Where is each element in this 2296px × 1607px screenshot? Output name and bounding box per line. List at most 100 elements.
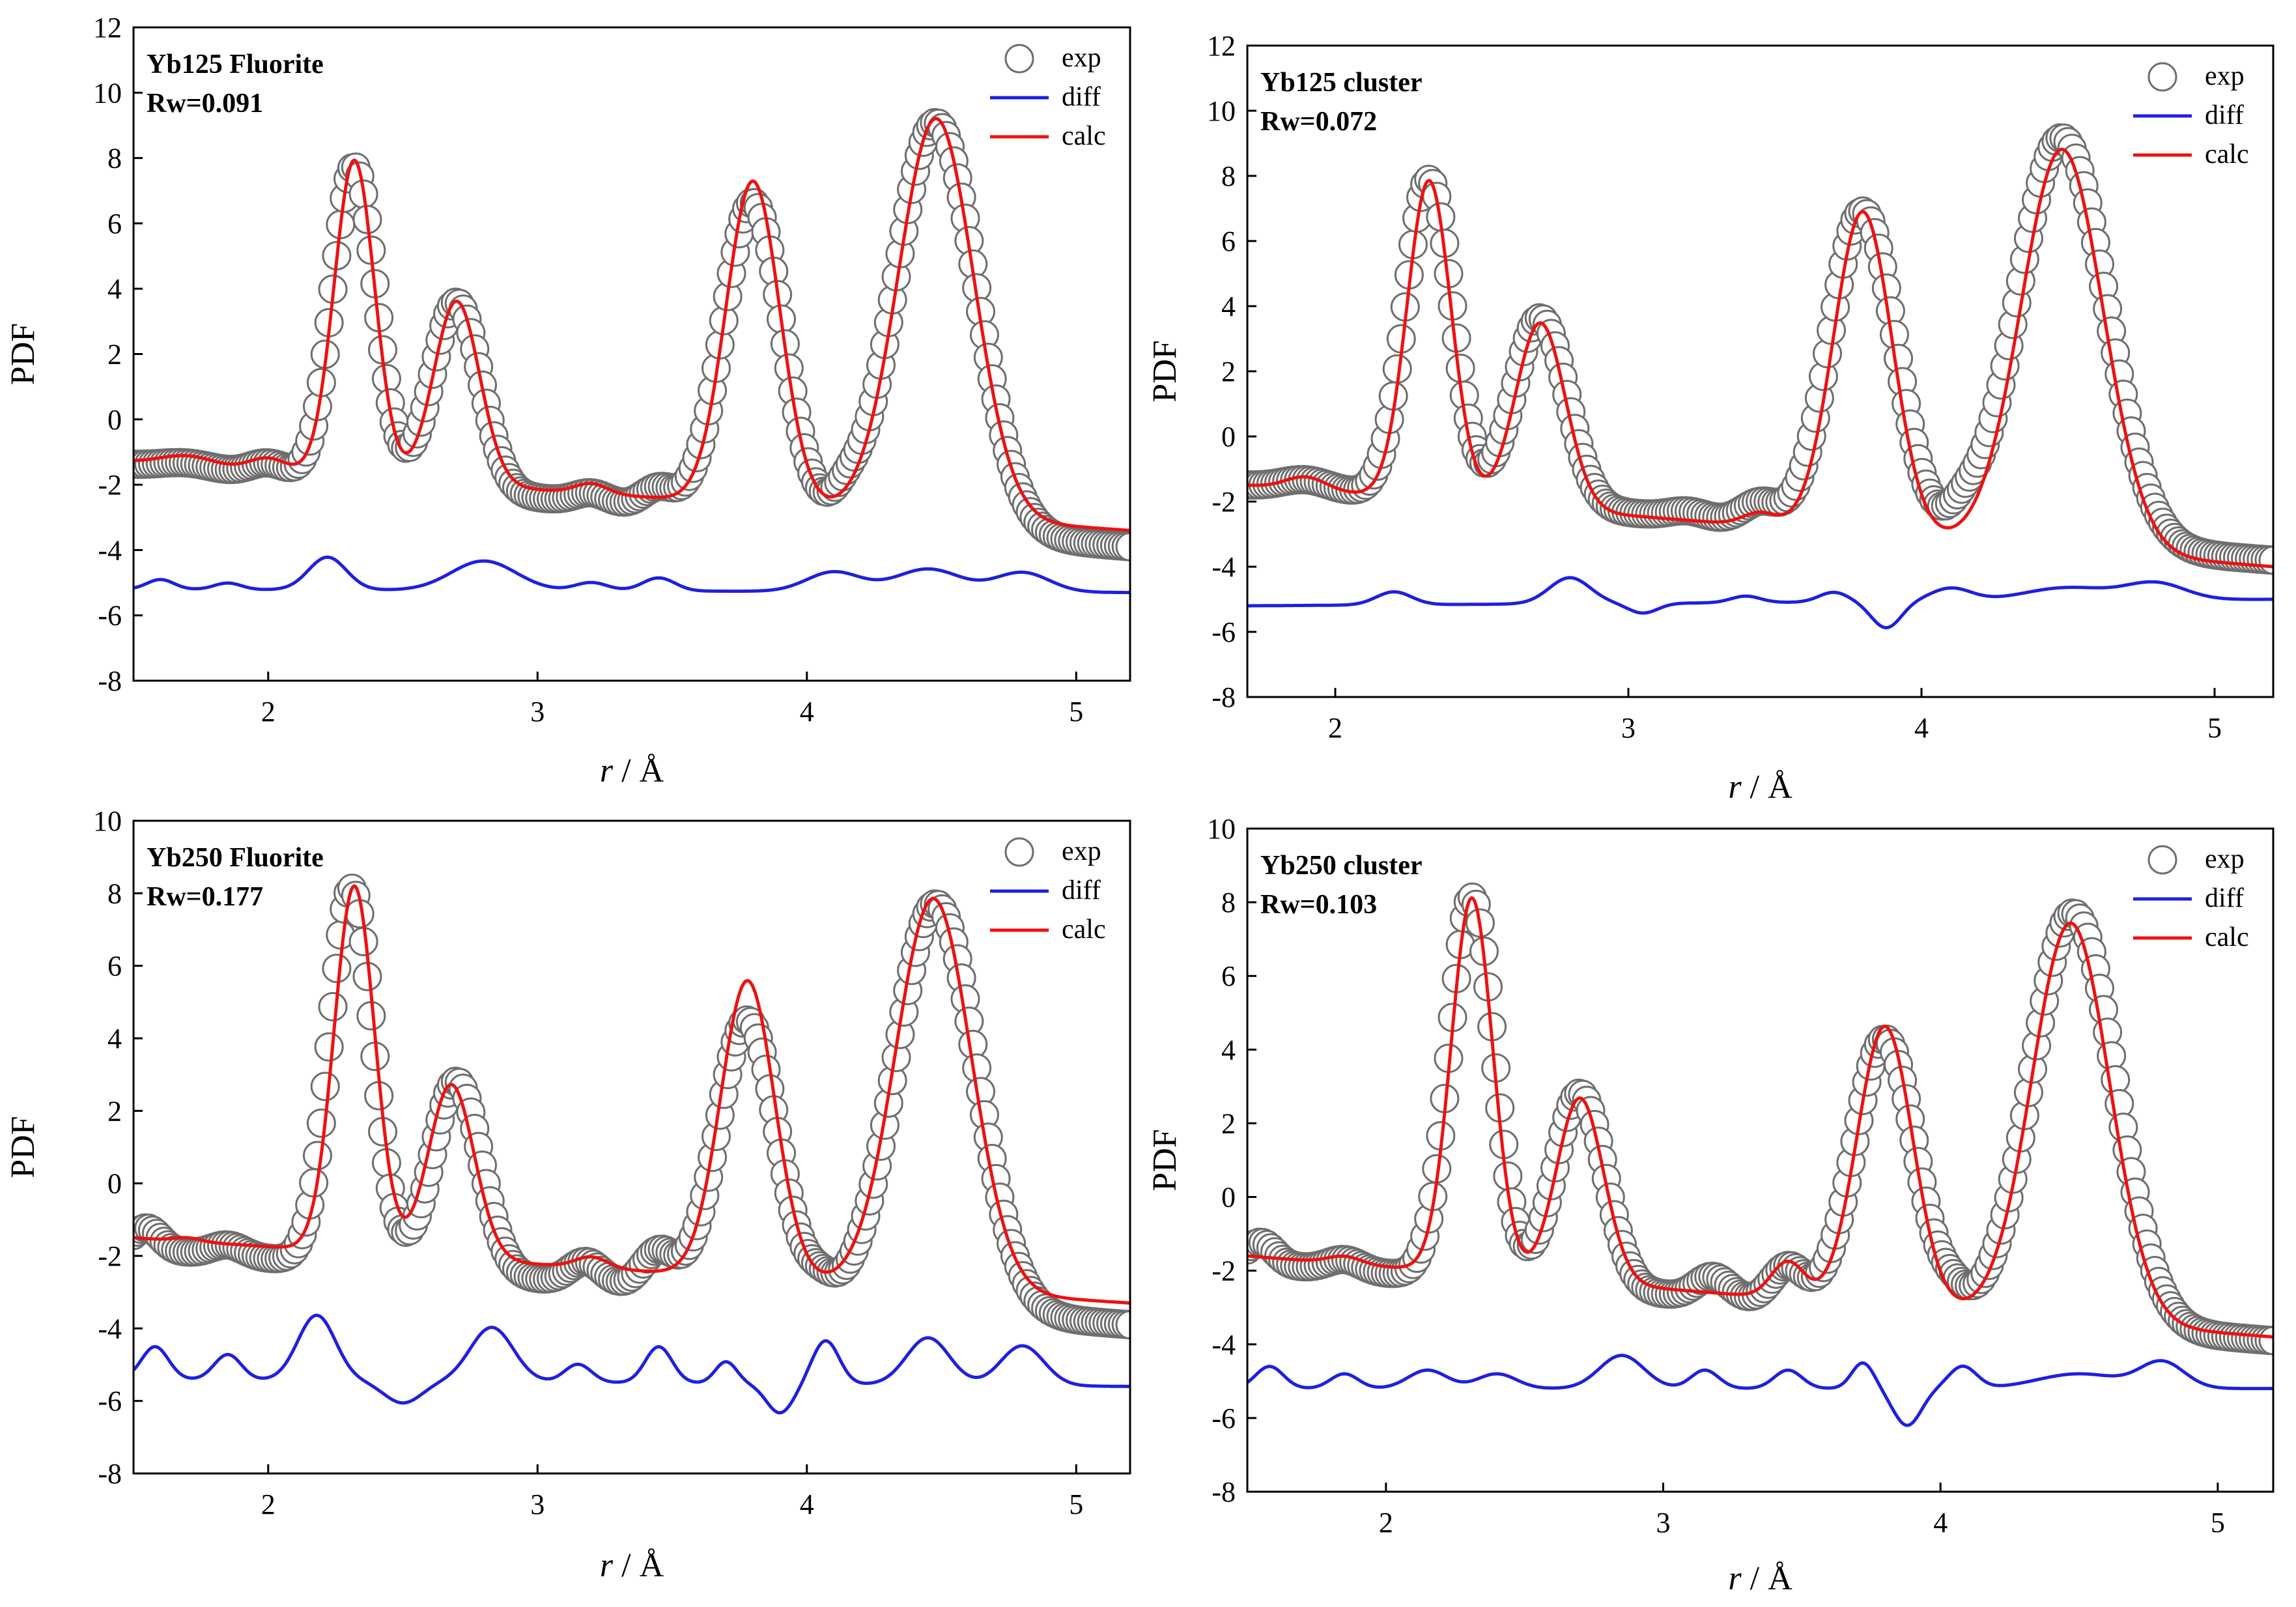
calc-series-line bbox=[134, 884, 1130, 1305]
x-axis-title: r / Å bbox=[600, 1547, 664, 1584]
x-tick-label: 4 bbox=[1933, 1507, 1948, 1539]
y-tick-label: 6 bbox=[107, 208, 122, 240]
legend-diff-label: diff bbox=[2205, 100, 2244, 130]
diff-series-line bbox=[1247, 1354, 2273, 1427]
y-tick-label: 10 bbox=[93, 805, 122, 837]
x-tick-label: 2 bbox=[1379, 1507, 1393, 1539]
y-tick-label: 8 bbox=[1221, 160, 1236, 192]
y-tick-label: -2 bbox=[98, 469, 122, 501]
exp-point bbox=[1115, 532, 1130, 562]
x-tick-label: 5 bbox=[1069, 1488, 1083, 1520]
exp-point bbox=[310, 1072, 340, 1102]
y-tick-label: -2 bbox=[98, 1240, 122, 1272]
exp-series bbox=[134, 107, 1130, 562]
exp-point bbox=[2101, 1065, 2131, 1095]
legend-exp-label: exp bbox=[2205, 844, 2245, 874]
diff-series-line bbox=[1247, 576, 2273, 630]
legend: exp diff calc bbox=[990, 43, 1106, 151]
y-tick-label: 12 bbox=[1207, 30, 1236, 62]
exp-point bbox=[1115, 1310, 1130, 1340]
x-tick-label: 3 bbox=[1621, 712, 1636, 744]
calc-series-line bbox=[1247, 147, 2273, 569]
plot-frame bbox=[132, 819, 1131, 1475]
chart-panel-3: -8 -6 -4 -2 0 2 4 6 8 10 2 3 4 5 PDF r / Å Yb250 Fluorit… bbox=[5, 805, 1131, 1584]
panel-title: Yb250 Fluorite bbox=[147, 843, 324, 873]
y-tick-label: 0 bbox=[107, 1168, 122, 1200]
y-tick-label: 6 bbox=[1221, 960, 1236, 992]
y-tick-label: -6 bbox=[98, 1386, 122, 1417]
legend-diff-label: diff bbox=[1062, 875, 1101, 905]
y-tick-label: -8 bbox=[1212, 681, 1236, 713]
y-tick-label: 2 bbox=[1221, 1107, 1236, 1139]
y-tick-label: 4 bbox=[1221, 1034, 1236, 1066]
diff-series-line bbox=[134, 1313, 1130, 1415]
y-tick-label: 4 bbox=[107, 1023, 122, 1055]
y-tick-label: 4 bbox=[1221, 291, 1236, 322]
legend-calc-label: calc bbox=[2205, 139, 2249, 169]
panel-title: Yb125 cluster bbox=[1260, 68, 1422, 98]
exp-point bbox=[2258, 1326, 2273, 1356]
y-tick-label: 0 bbox=[1221, 1182, 1236, 1214]
legend-calc-label: calc bbox=[2205, 922, 2249, 952]
y-tick-label: -2 bbox=[1212, 1255, 1236, 1287]
x-tick-label: 4 bbox=[800, 1488, 814, 1520]
legend: exp diff calc bbox=[2133, 844, 2249, 952]
x-tick-label: 5 bbox=[1069, 696, 1083, 728]
chart-panel-2: -8 -6 -4 -2 0 2 4 6 8 10 12 2 3 4 5 PDF r / Å Yb125 clust… bbox=[1146, 30, 2275, 806]
exp-point bbox=[306, 1108, 336, 1138]
calc-series-line bbox=[134, 117, 1130, 532]
y-tick-label: -8 bbox=[98, 665, 122, 697]
y-tick-label: 0 bbox=[107, 404, 122, 436]
exp-point bbox=[318, 991, 348, 1021]
x-axis-title: r / Å bbox=[1728, 1560, 1793, 1597]
y-tick-label: -6 bbox=[1212, 616, 1236, 648]
y-tick-label: -4 bbox=[98, 1313, 122, 1344]
rw-value: Rw=0.103 bbox=[1260, 890, 1377, 920]
y-tick-label: -6 bbox=[1212, 1402, 1236, 1434]
y-axis-title: PDF bbox=[5, 1116, 42, 1178]
x-tick-label: 5 bbox=[2211, 1507, 2225, 1539]
diff-series-line bbox=[134, 555, 1130, 595]
plot-frame bbox=[1246, 827, 2275, 1493]
y-tick-label: 2 bbox=[1221, 356, 1236, 388]
x-axis-title: r / Å bbox=[600, 752, 664, 789]
x-tick-label: 2 bbox=[261, 696, 276, 728]
panel-title: Yb250 cluster bbox=[1260, 851, 1422, 881]
calc-series-line bbox=[1247, 896, 2273, 1339]
y-tick-label: -4 bbox=[1212, 1329, 1236, 1361]
legend-exp-marker bbox=[2147, 62, 2177, 92]
y-tick-label: -2 bbox=[1212, 486, 1236, 518]
y-axis-title: PDF bbox=[1146, 1129, 1183, 1191]
rw-value: Rw=0.072 bbox=[1260, 107, 1377, 137]
legend-exp-marker bbox=[2147, 845, 2177, 875]
exp-point bbox=[314, 1032, 344, 1062]
y-tick-label: 10 bbox=[93, 77, 122, 109]
legend-exp-label: exp bbox=[1062, 43, 1101, 73]
y-tick-label: -6 bbox=[98, 600, 122, 632]
x-tick-label: 2 bbox=[1328, 712, 1342, 744]
plot-area bbox=[1247, 882, 2273, 1427]
x-tick-label: 5 bbox=[2207, 712, 2222, 744]
y-tick-label: 0 bbox=[1221, 421, 1236, 453]
legend-calc-label: calc bbox=[1062, 915, 1106, 945]
panel-title: Yb125 Fluorite bbox=[147, 50, 324, 79]
rw-value: Rw=0.177 bbox=[147, 882, 263, 912]
x-tick-label: 4 bbox=[1914, 712, 1929, 744]
y-tick-label: 10 bbox=[1207, 95, 1236, 127]
y-tick-label: -8 bbox=[1212, 1476, 1236, 1508]
y-axis-title: PDF bbox=[1146, 340, 1183, 402]
plot-area bbox=[134, 107, 1130, 595]
x-tick-label: 4 bbox=[800, 696, 814, 728]
exp-point bbox=[2097, 1041, 2127, 1071]
x-axis-title: r / Å bbox=[1728, 769, 1793, 806]
y-tick-label: 10 bbox=[1207, 813, 1236, 845]
y-tick-label: 4 bbox=[107, 273, 122, 305]
y-tick-label: -4 bbox=[98, 534, 122, 566]
legend-diff-label: diff bbox=[2205, 883, 2244, 913]
y-tick-label: 6 bbox=[1221, 225, 1236, 257]
legend-calc-label: calc bbox=[1062, 121, 1106, 151]
legend: exp diff calc bbox=[990, 836, 1106, 945]
y-tick-label: 12 bbox=[93, 12, 122, 44]
exp-series bbox=[1247, 882, 2273, 1356]
